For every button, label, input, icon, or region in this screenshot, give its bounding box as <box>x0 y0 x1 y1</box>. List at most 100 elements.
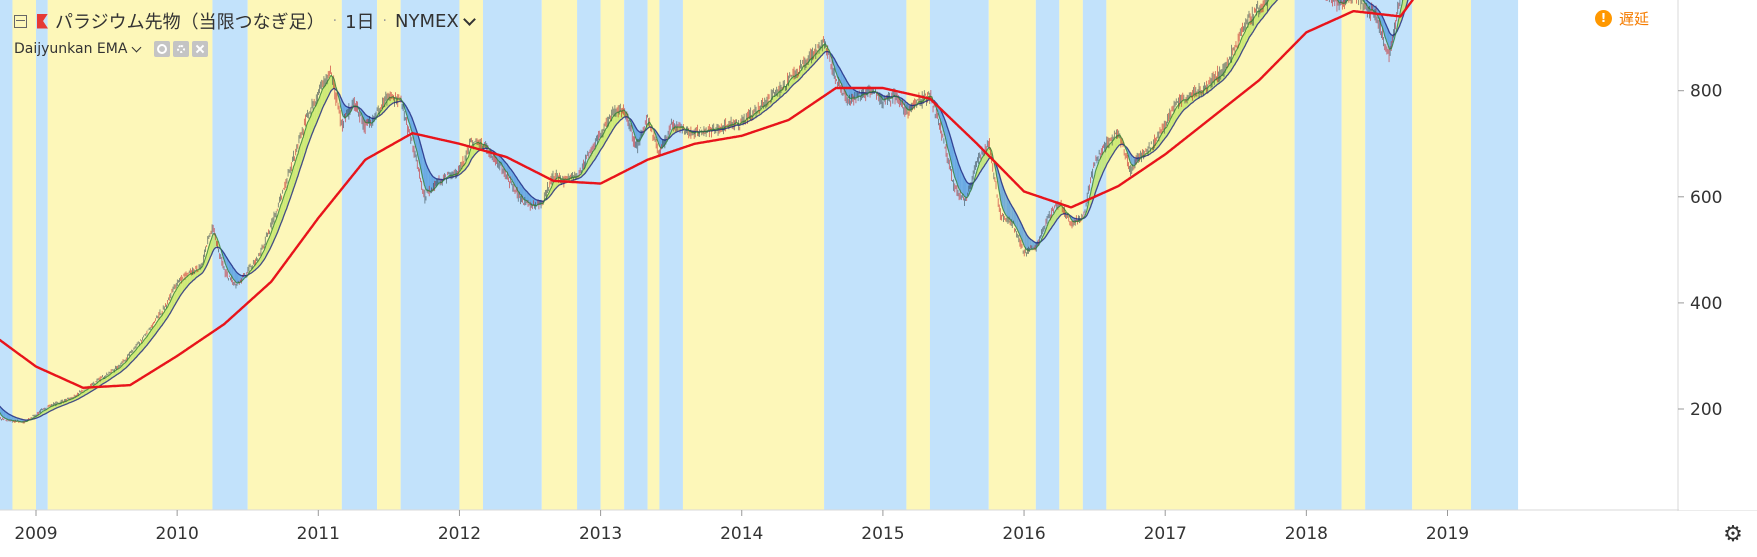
ema-ribbon-segment <box>1096 164 1099 190</box>
ema-ribbon-segment <box>837 64 840 80</box>
long-ema-line <box>0 0 1415 390</box>
ema-ribbon-segment <box>1023 227 1025 247</box>
ema-ribbon-segment <box>1060 205 1063 216</box>
ema-ribbon-segment <box>207 246 209 265</box>
ema-ribbon-segment <box>394 98 397 103</box>
ema-ribbon-segment <box>515 175 517 188</box>
ema-ribbon-segment <box>1109 142 1112 160</box>
time-axis[interactable] <box>0 511 1757 557</box>
price-candles <box>0 0 1403 424</box>
ema-ribbon-segment <box>1049 218 1051 232</box>
ema-ribbon-segment <box>637 129 639 142</box>
ema-ribbon-segment <box>280 201 283 225</box>
ema-ribbon-segment <box>1171 114 1173 129</box>
ema-ribbon-segment <box>471 144 473 161</box>
delay-badge[interactable]: ! 遅延 <box>1594 8 1649 29</box>
ema-ribbon-segment <box>133 350 136 360</box>
ema-ribbon-segment <box>296 152 299 180</box>
y-axis-ticks: 2004006008001000120014001600 <box>1678 82 1722 420</box>
ema-ribbon-segment <box>6 412 9 420</box>
ema-ribbon-segment <box>1057 206 1059 220</box>
ema-ribbon-segment <box>588 156 590 169</box>
ema-ribbon-segment <box>231 265 234 280</box>
regime-band-blue <box>36 0 48 510</box>
ema-ribbon-segment <box>423 155 426 189</box>
regime-band-blue <box>1471 0 1519 510</box>
ema-ribbon-segment <box>1001 183 1004 211</box>
chevron-down-icon[interactable] <box>462 12 476 26</box>
price-axis[interactable] <box>1679 0 1757 510</box>
chart-settings-button[interactable]: ⚙ <box>1721 523 1745 547</box>
ema-ribbon-segment <box>330 75 333 92</box>
ema-ribbon-segment <box>554 179 556 191</box>
ema-ribbon-segment <box>1241 35 1244 53</box>
ema-ribbon-segment <box>956 156 958 187</box>
ema-ribbon-segment <box>236 272 239 283</box>
ema-ribbon-segment <box>427 166 429 191</box>
ema-ribbon-segment <box>290 172 292 199</box>
ema-ribbon-segment <box>809 58 812 69</box>
ema-ribbon-segment <box>161 313 164 326</box>
ema-ribbon-segment <box>1055 207 1058 222</box>
ema-ribbon-segment <box>536 199 538 206</box>
close-icon[interactable] <box>192 41 209 57</box>
ema-ribbon-segment <box>1052 213 1055 227</box>
ema-ribbon-segment <box>1387 29 1390 50</box>
gear-icon[interactable] <box>173 41 190 57</box>
legend-separator: · <box>332 13 338 29</box>
ema-ribbon-segment <box>790 78 792 89</box>
x-tick-label: 2018 <box>1285 524 1328 544</box>
indicator-name[interactable]: Daijyunkan EMA <box>14 41 128 57</box>
ema-ribbon-segment <box>1233 53 1235 68</box>
ema-ribbon-segment <box>319 92 322 116</box>
red-flag-icon[interactable] <box>37 13 48 29</box>
ema-ribbon-segment <box>1015 211 1017 229</box>
ema-ribbon-segment <box>1010 202 1012 222</box>
ema-ribbon-segment <box>1176 105 1178 121</box>
exchange-label[interactable]: NYMEX <box>395 10 459 32</box>
ema-ribbon-segment <box>1099 156 1102 181</box>
x-tick-label: 2010 <box>156 524 199 544</box>
chevron-down-icon[interactable] <box>131 42 142 53</box>
ema-ribbon-segment <box>177 284 180 300</box>
ema-ribbon-segment <box>1174 107 1177 124</box>
gear-icon: ⚙ <box>1723 522 1743 547</box>
x-tick-label: 2015 <box>861 524 904 544</box>
ema-ribbon-segment <box>659 137 662 148</box>
regime-band-blue <box>929 0 989 510</box>
ema-ribbon-segment <box>984 152 986 167</box>
regime-band-yellow <box>459 0 483 510</box>
regime-band-yellow <box>47 0 213 510</box>
ema-ribbon-segment <box>524 189 527 201</box>
collapse-square-icon[interactable] <box>14 14 27 28</box>
ema-ribbon-segment <box>1236 47 1239 62</box>
ema-ribbon-segment <box>309 114 312 141</box>
ema-ribbon-segment <box>957 161 960 190</box>
eye-icon[interactable] <box>154 41 171 57</box>
ema-ribbon-segment <box>961 170 963 195</box>
regime-band-blue <box>1035 0 1060 510</box>
ema-ribbon-segment <box>954 151 957 182</box>
ema-ribbon-segment <box>847 81 849 98</box>
ema-ribbon-segment <box>612 115 615 130</box>
ema-ribbon-segment <box>1098 159 1100 186</box>
ema-ribbon-segment <box>1005 192 1007 217</box>
ema-ribbon-segment <box>1026 234 1029 251</box>
ema-ribbon-segment <box>291 166 294 194</box>
ema-ribbon-segment <box>964 177 967 198</box>
ema-ribbon-segment <box>326 80 328 101</box>
regime-band-blue <box>400 0 460 510</box>
ema-ribbon-segment <box>1190 96 1193 104</box>
fast-ema-line <box>0 0 1404 423</box>
ema-ribbon-segment <box>10 414 12 421</box>
ema-ribbon-segment <box>228 260 230 274</box>
ema-ribbon-segment <box>422 149 424 183</box>
ema-ribbon-segment <box>322 86 325 108</box>
x-tick-label: 2019 <box>1426 524 1469 544</box>
interval-label[interactable]: 1日 <box>345 12 375 33</box>
ema-ribbon-segment <box>184 277 187 291</box>
x-tick-label: 2011 <box>297 524 340 544</box>
ema-ribbon-segment <box>132 352 134 362</box>
ema-ribbon-segment <box>156 319 159 333</box>
